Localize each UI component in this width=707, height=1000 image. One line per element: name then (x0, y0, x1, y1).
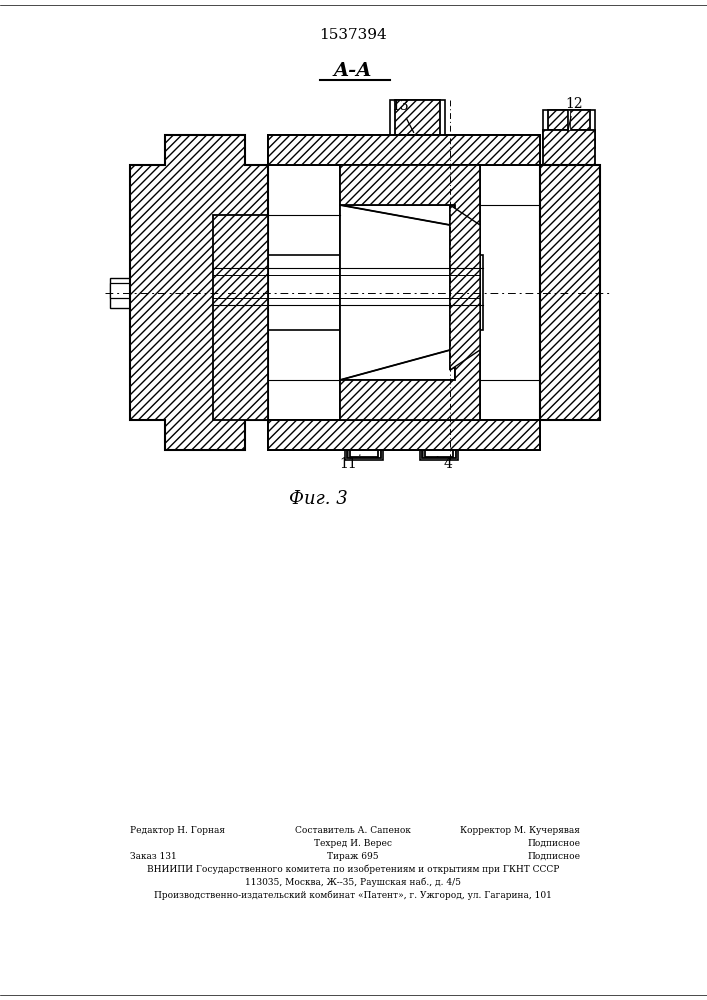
Text: ВНИИПИ Государственного комитета по изобретениям и открытиям при ГКНТ СССР: ВНИИПИ Государственного комитета по изоб… (147, 864, 559, 874)
Polygon shape (213, 215, 268, 420)
Text: 12: 12 (565, 97, 583, 132)
Polygon shape (268, 135, 540, 165)
Bar (350, 435, 378, 457)
Text: Производственно-издательский комбинат «Патент», г. Ужгород, ул. Гагарина, 101: Производственно-издательский комбинат «П… (154, 890, 552, 900)
Bar (420, 420, 458, 460)
Text: Фиг. 3: Фиг. 3 (288, 490, 347, 508)
Bar (110, 278, 230, 308)
Text: 11: 11 (339, 455, 360, 471)
Text: Тираж 695: Тираж 695 (327, 852, 379, 861)
Polygon shape (130, 135, 268, 450)
Bar (543, 130, 595, 165)
Polygon shape (340, 165, 480, 420)
Bar (568, 110, 570, 130)
Bar (425, 435, 453, 457)
Bar (213, 255, 483, 330)
Text: Техред И. Верес: Техред И. Верес (314, 839, 392, 848)
Text: Редактор Н. Горная: Редактор Н. Горная (130, 826, 225, 835)
Text: 13: 13 (391, 99, 414, 133)
Bar (390, 100, 445, 138)
Polygon shape (268, 135, 540, 165)
Polygon shape (340, 205, 450, 380)
Text: Подписное: Подписное (527, 839, 580, 848)
Bar (213, 215, 268, 370)
Polygon shape (450, 205, 480, 370)
Polygon shape (340, 165, 480, 420)
Polygon shape (268, 420, 540, 450)
Bar (548, 110, 568, 130)
Text: 1537394: 1537394 (319, 28, 387, 42)
Bar (268, 165, 540, 420)
Text: Корректор М. Кучерявая: Корректор М. Кучерявая (460, 826, 580, 835)
Text: Подписное: Подписное (527, 852, 580, 861)
Text: 113035, Москва, Ж--35, Раушская наб., д. 4/5: 113035, Москва, Ж--35, Раушская наб., д.… (245, 878, 461, 887)
Polygon shape (540, 165, 600, 420)
Text: 4: 4 (438, 457, 452, 471)
Polygon shape (110, 283, 130, 298)
Bar (422, 422, 456, 458)
Text: A-A: A-A (334, 62, 372, 80)
Bar (340, 205, 455, 380)
Polygon shape (130, 135, 268, 450)
Polygon shape (540, 165, 600, 420)
Polygon shape (213, 215, 268, 420)
Bar (543, 110, 595, 148)
Bar (347, 422, 381, 458)
Bar (540, 195, 600, 390)
Bar (395, 100, 440, 135)
Bar (570, 110, 590, 130)
Text: Составитель А. Сапенок: Составитель А. Сапенок (295, 826, 411, 835)
Bar (345, 420, 383, 460)
Polygon shape (450, 205, 480, 370)
Polygon shape (268, 420, 540, 450)
Text: Заказ 131: Заказ 131 (130, 852, 177, 861)
